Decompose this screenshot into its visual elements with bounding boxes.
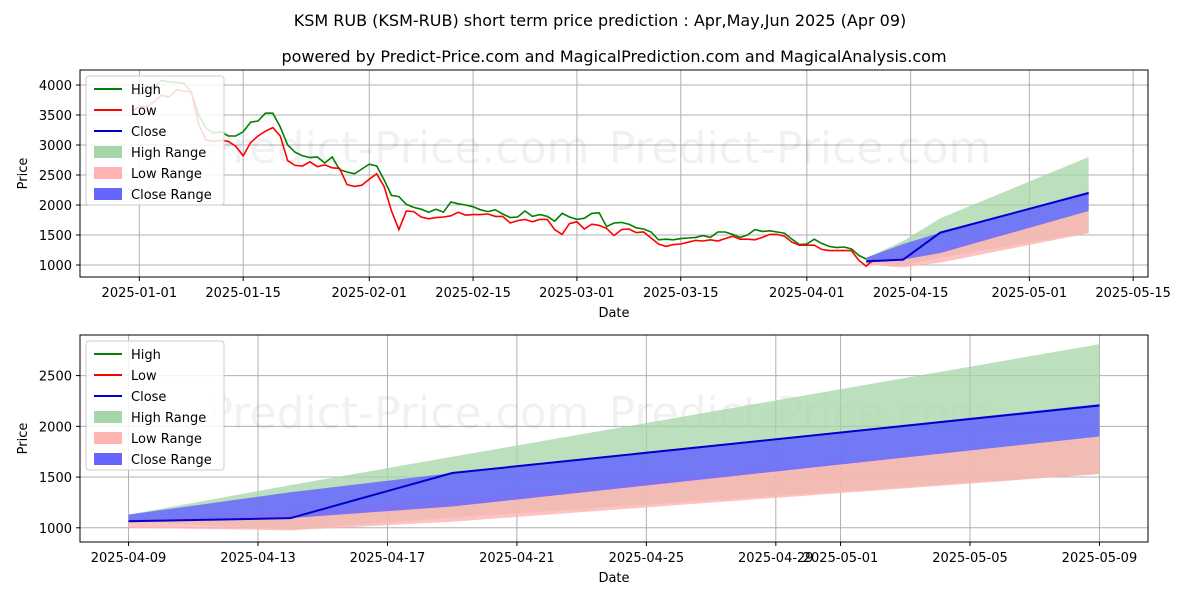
x-tick-label: 2025-04-15 [873,286,949,301]
x-tick-label: 2025-04-21 [479,551,555,566]
plot-area [131,79,1089,268]
legend-label: Close [131,125,166,140]
x-tick-label: 2025-05-01 [803,551,879,566]
y-tick-label: 2000 [39,420,72,435]
legend-label: Low [131,104,157,119]
y-tick-label: 4000 [39,79,72,94]
y-tick-label: 1500 [39,471,72,486]
high-line [131,79,867,260]
legend-label: Low Range [131,432,202,447]
forecast-panel: 2025-04-09 2025-04-13 2025-04-17 2025-04-21… [16,334,1149,586]
legend: High Low Close High Range Low Range Close Ran… [85,75,225,206]
legend-swatch-patch [94,146,122,158]
legend-label: Close [131,390,166,405]
legend-label: High [131,83,161,98]
y-tick-label: 1500 [39,229,72,244]
y-tick-label: 2500 [39,370,72,385]
legend-swatch-patch [94,188,122,200]
y-tick-label: 1000 [39,259,72,274]
watermark-text: Predict-Price.com [207,388,590,439]
y-tick-label: 3000 [39,139,72,154]
x-tick-label: 2025-04-01 [769,286,845,301]
x-tick-label: 2025-04-25 [609,551,685,566]
legend-label: Low Range [131,167,202,182]
x-tick-label: 2025-03-15 [643,286,719,301]
y-tick-label: 1000 [39,522,72,537]
x-tick-label: 2025-02-15 [435,286,511,301]
watermark-text: Predict-Price.com [609,123,992,174]
close-range-band [128,404,1100,522]
y-axis-title: Price [16,158,31,190]
history-panel: 2025-01-01 2025-01-15 2025-02-01 2025-02-15… [16,69,1171,321]
legend-label: Low [131,369,157,384]
x-axis-title: Date [598,571,629,586]
x-tick-label: 2025-05-01 [992,286,1068,301]
legend-label: Close Range [131,453,212,468]
x-tick-label: 2025-04-29 [738,551,814,566]
y-axis-title: Price [16,423,31,455]
legend: High Low Close High Range Low Range Close Ran… [85,340,225,471]
legend-swatch-patch [94,432,122,444]
x-tick-label: 2025-04-09 [91,551,167,566]
watermark-text: Predict-Price.com [207,123,590,174]
x-tick-label: 2025-04-13 [220,551,296,566]
x-tick-label: 2025-02-01 [331,286,407,301]
x-tick-label: 2025-05-09 [1062,551,1138,566]
y-tick-label: 2000 [39,199,72,214]
x-tick-label: 2025-03-01 [539,286,615,301]
x-tick-label: 2025-05-15 [1095,286,1171,301]
legend-label: High Range [131,146,206,161]
legend-label: Close Range [131,188,212,203]
legend-swatch-patch [94,167,122,179]
legend-swatch-patch [94,453,122,465]
y-tick-label: 3500 [39,109,72,124]
close-line [866,192,1089,263]
x-tick-label: 2025-05-05 [932,551,1008,566]
close-range-band [866,191,1089,262]
legend-swatch-patch [94,411,122,423]
close-line [128,404,1100,523]
x-tick-label: 2025-01-01 [102,286,178,301]
x-axis-title: Date [598,306,629,321]
low-line [131,88,875,268]
x-tick-label: 2025-01-15 [205,286,281,301]
chart-title: KSM RUB (KSM-RUB) short term price predi… [294,11,907,30]
y-tick-label: 2500 [39,169,72,184]
plot-frame [79,334,1149,543]
plot-frame [79,69,1149,278]
legend-label: High Range [131,411,206,426]
x-tick-label: 2025-04-17 [350,551,426,566]
chart-subtitle: powered by Predict-Price.com and Magical… [281,47,946,66]
plot-area [128,344,1100,531]
legend-label: High [131,348,161,363]
